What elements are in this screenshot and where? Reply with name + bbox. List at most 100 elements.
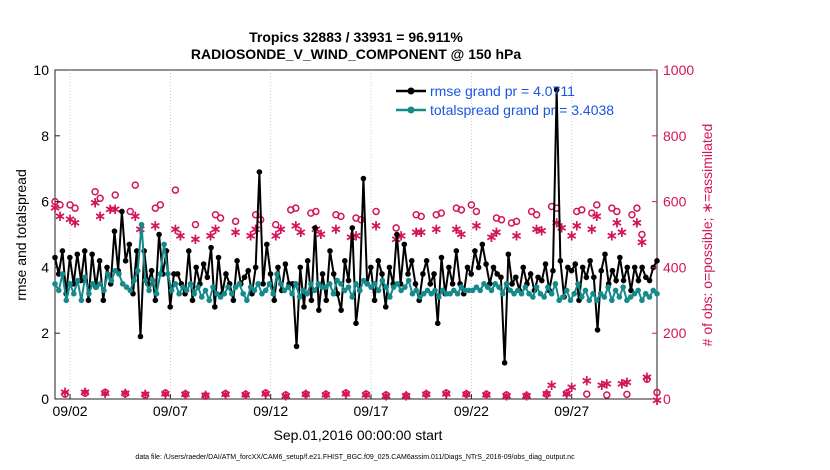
assimilated-marker-33: ∗ (380, 387, 393, 404)
spread-point-160 (654, 290, 660, 297)
spread-point-42 (210, 284, 216, 290)
rmse-point-73 (323, 297, 330, 304)
rmse-point-162 (654, 258, 660, 264)
assimilated-marker-64: ∗ (104, 201, 117, 218)
spread-point-97 (417, 294, 423, 300)
spread-point-58 (270, 290, 277, 297)
rmse-point-74 (327, 248, 333, 254)
possible-marker-37 (422, 390, 430, 398)
spread-point-131 (545, 284, 551, 290)
possible-marker-18 (231, 217, 240, 226)
rmse-point-44 (215, 254, 222, 261)
spread-point-26 (150, 277, 156, 284)
rmse-point-144 (587, 258, 593, 264)
rmse-point-106 (446, 264, 452, 271)
spread-point-141 (582, 287, 589, 294)
rmse-point-145 (591, 274, 597, 281)
rmse-point-160 (646, 277, 653, 284)
spread-point-17 (116, 271, 122, 277)
possible-marker-55 (603, 391, 611, 399)
possible-marker-5 (101, 388, 109, 397)
rmse-point-27 (152, 297, 159, 304)
spread-point-25 (146, 287, 152, 294)
possible-marker-7 (121, 389, 129, 398)
rmse-point-153 (620, 277, 627, 284)
assimilated-marker-28: ∗ (330, 221, 343, 238)
spread-point-67 (304, 290, 310, 297)
rmse-point-26 (148, 267, 155, 274)
assimilated-marker-40: ∗ (450, 221, 463, 238)
x-tick-label-4: 09/22 (454, 403, 489, 419)
spread-point-9 (86, 290, 92, 297)
rmse-point-0 (52, 254, 58, 261)
possible-marker-61 (56, 201, 64, 209)
assimilated-marker-66: ∗ (174, 228, 187, 245)
spread-point-113 (477, 287, 483, 294)
possible-marker-45 (502, 391, 511, 399)
spread-point-60 (277, 281, 284, 287)
spread-point-24 (142, 277, 149, 284)
rmse-point-102 (431, 271, 437, 277)
rmse-point-122 (505, 251, 512, 258)
possible-marker-82 (608, 204, 616, 212)
spread-point-11 (93, 284, 100, 290)
rmse-point-76 (334, 290, 341, 297)
rmse-point-16 (111, 228, 118, 235)
rmse-point-83 (360, 175, 367, 182)
assimilated-marker-5: ∗ (99, 385, 112, 402)
assimilated-marker-4: ∗ (89, 195, 102, 212)
rmse-point-90 (386, 264, 393, 271)
spread-point-154 (631, 290, 638, 297)
spread-point-4 (67, 281, 73, 287)
rmse-point-139 (568, 267, 575, 274)
spread-point-1 (55, 287, 62, 294)
spread-point-120 (503, 281, 510, 287)
y-axis-right-label: # of obs: o=possible; ∗=assimilated (699, 124, 715, 347)
rmse-point-94 (401, 241, 408, 248)
possible-marker-10 (151, 204, 160, 212)
spread-point-126 (526, 290, 532, 297)
rmse-point-58 (267, 271, 274, 277)
spread-point-57 (266, 281, 273, 287)
spread-point-70 (315, 281, 322, 287)
spread-point-106 (451, 287, 457, 294)
rmse-point-20 (126, 241, 133, 248)
spread-point-114 (481, 281, 487, 287)
spread-point-115 (484, 284, 491, 290)
assimilated-marker-87: ∗ (616, 376, 629, 393)
spread-point-8 (82, 274, 88, 281)
spread-point-108 (458, 284, 465, 290)
spread-point-152 (624, 297, 630, 304)
possible-marker-41 (462, 390, 471, 398)
y-right-tick-label-4: 800 (663, 128, 687, 144)
possible-marker-48 (532, 211, 541, 219)
spread-point-51 (244, 297, 250, 304)
assimilated-marker-76: ∗ (485, 229, 498, 246)
rmse-point-140 (572, 261, 579, 267)
spread-point-16 (112, 267, 118, 274)
rmse-point-104 (438, 254, 445, 261)
possible-marker-76 (497, 215, 506, 224)
possible-marker-39 (442, 389, 451, 397)
spread-point-35 (183, 287, 190, 294)
y-right-tick-label-3: 600 (663, 194, 687, 210)
spread-point-63 (289, 290, 295, 297)
spread-point-156 (639, 297, 645, 304)
spread-point-73 (326, 281, 333, 287)
spread-point-101 (432, 287, 438, 294)
rmse-point-154 (624, 264, 631, 271)
rmse-point-22 (133, 248, 140, 254)
spread-point-118 (496, 284, 502, 290)
spread-point-124 (518, 290, 525, 297)
assimilated-marker-46: ∗ (510, 228, 523, 245)
assimilated-marker-27: ∗ (320, 387, 333, 404)
assimilated-marker-67: ∗ (204, 228, 217, 245)
assimilated-marker-51: ∗ (560, 385, 573, 402)
rmse-point-118 (490, 264, 497, 271)
x-axis-label: Sep.01,2016 00:00:00 start (274, 427, 443, 443)
rmse-point-60 (275, 264, 281, 271)
rmse-point-157 (635, 277, 642, 284)
rmse-point-96 (408, 258, 415, 264)
rmse-point-51 (241, 274, 248, 281)
